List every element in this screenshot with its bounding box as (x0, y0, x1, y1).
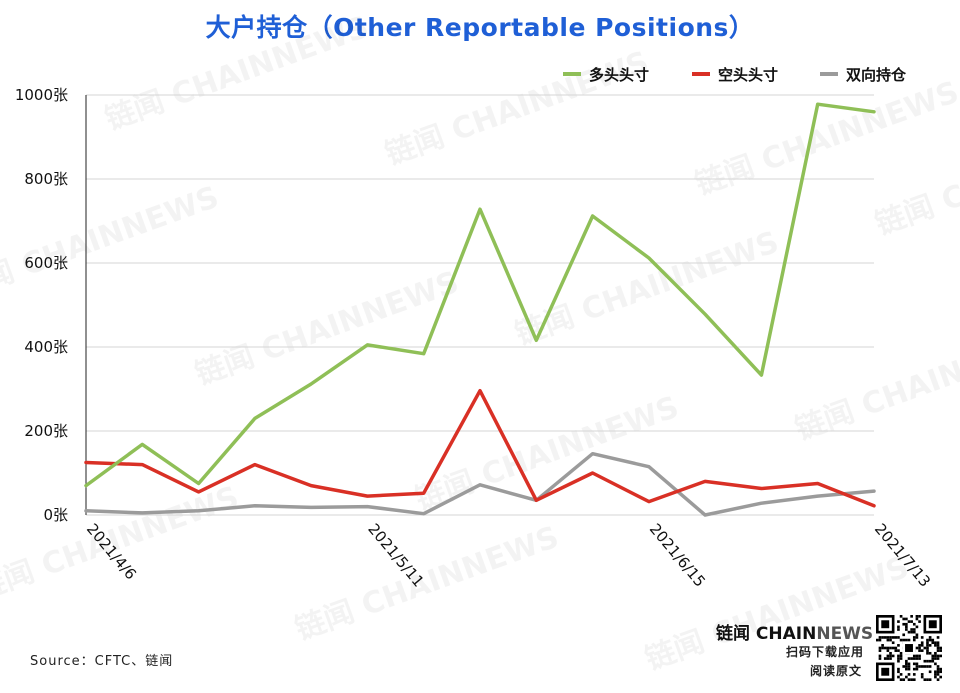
watermark-text: 链闻 CHAINNEWS (791, 320, 960, 448)
watermark-text: 链闻 CHAINNEWS (511, 225, 784, 353)
watermark-text: 链闻 CHAINNEWS (291, 520, 564, 648)
watermark-text: 链闻 CHAINNEWS (381, 45, 654, 173)
series-line (84, 102, 876, 488)
watermark-text: 链闻 CHAINNEWS (101, 10, 374, 138)
brand-read-text: 阅读原文 (810, 664, 863, 678)
x-tick-label: 2021/6/15 (646, 520, 709, 590)
legend-label: 空头头寸 (718, 66, 778, 84)
brand-latin-b: NEWS (816, 624, 874, 644)
legend: 多头头寸 空头头寸 双向持仓 (563, 66, 907, 84)
y-tick-label: 800张 (24, 170, 68, 188)
y-tick-label: 200张 (24, 422, 68, 440)
brand-logo: 链闻 CHAINNEWS (716, 619, 873, 644)
y-tick-label: 1000张 (15, 86, 68, 104)
watermark-text: 链闻 CHAINNEWS (0, 480, 243, 608)
y-tick-labels: 0张 200张 400张 600张 800张 1000张 (15, 86, 68, 524)
source-note: Source：CFTC、链闻 (30, 654, 174, 669)
page-title: 大户持仓（Other Reportable Positions） (205, 13, 755, 42)
qr-code-icon[interactable] (876, 615, 942, 681)
y-tick-label: 400张 (24, 338, 68, 356)
series-line (84, 451, 876, 517)
gridlines (86, 94, 874, 516)
series-lines (84, 102, 876, 517)
series-line (84, 388, 876, 508)
y-tick-label: 600张 (24, 254, 68, 272)
legend-label: 双向持仓 (846, 66, 907, 84)
brand-latin-a: CHAIN (755, 624, 817, 644)
watermark-text: 链闻 CHAINNEWS (691, 75, 960, 203)
brand-name: 链闻 (716, 624, 750, 644)
y-tick-label: 0张 (43, 506, 68, 524)
legend-label: 多头头寸 (589, 66, 649, 84)
watermark-text: 链闻 CHAINNEWS (0, 180, 223, 308)
brand-download-text: 扫码下载应用 (786, 645, 865, 659)
